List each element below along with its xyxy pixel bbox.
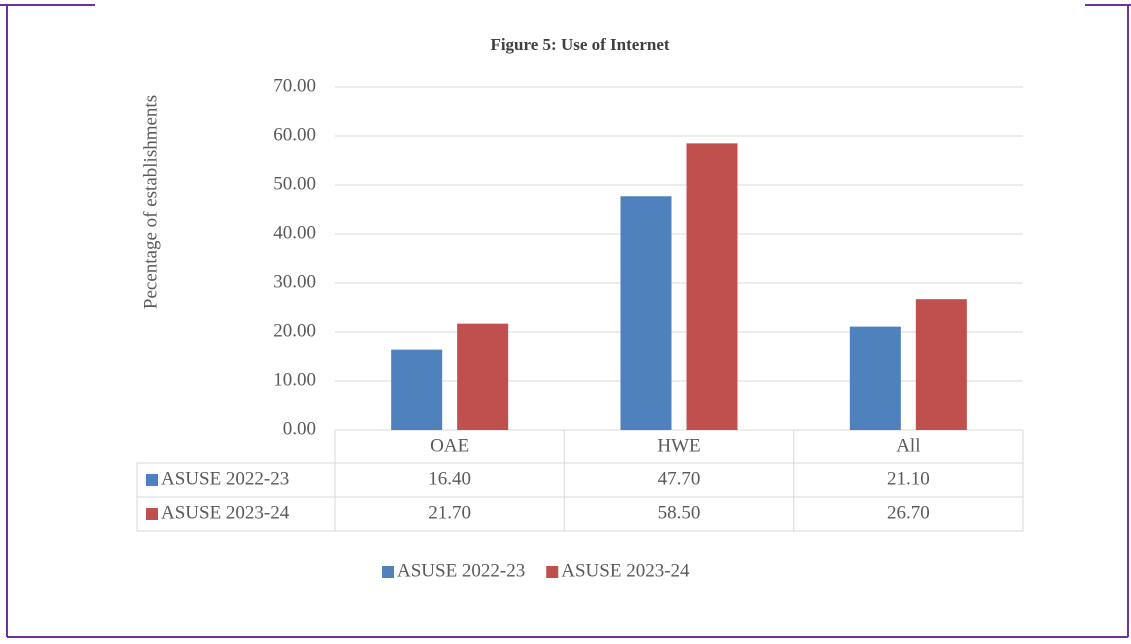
- y-axis-label: Pecentage of establishments: [140, 95, 161, 309]
- table-row-label: ASUSE 2022-23: [161, 468, 289, 489]
- y-tick-label: 30.00: [273, 271, 316, 292]
- x-tick-label: HWE: [657, 435, 700, 456]
- y-tick-label: 0.00: [283, 418, 316, 439]
- y-tick-label: 70.00: [273, 75, 316, 96]
- table-row-label: ASUSE 2023-24: [161, 502, 290, 523]
- x-tick-label: OAE: [430, 435, 469, 456]
- table-value: 58.50: [658, 502, 701, 523]
- bar: [686, 143, 738, 430]
- chart-title: Figure 5: Use of Internet: [490, 35, 669, 54]
- y-tick-label: 20.00: [273, 320, 316, 341]
- bar: [391, 349, 443, 430]
- y-tick-label: 10.00: [273, 369, 316, 390]
- table-value: 21.70: [428, 502, 471, 523]
- table-value: 16.40: [428, 468, 471, 489]
- legend-label: ASUSE 2023-24: [561, 560, 690, 581]
- y-tick-label: 60.00: [273, 124, 316, 145]
- table-legend-key: [146, 508, 158, 520]
- table-value: 47.70: [658, 468, 701, 489]
- table-value: 26.70: [887, 502, 930, 523]
- bar: [915, 299, 967, 430]
- legend-key: [382, 566, 394, 578]
- table-legend-key: [146, 474, 158, 486]
- bar: [620, 196, 672, 430]
- legend-label: ASUSE 2022-23: [397, 560, 525, 581]
- bar: [849, 326, 901, 430]
- page-border: [0, 4, 1131, 638]
- y-tick-label: 50.00: [273, 173, 316, 194]
- table-value: 21.10: [887, 468, 930, 489]
- x-tick-label: All: [896, 435, 920, 456]
- y-tick-label: 40.00: [273, 222, 316, 243]
- bar: [457, 323, 509, 430]
- legend-key: [546, 566, 559, 578]
